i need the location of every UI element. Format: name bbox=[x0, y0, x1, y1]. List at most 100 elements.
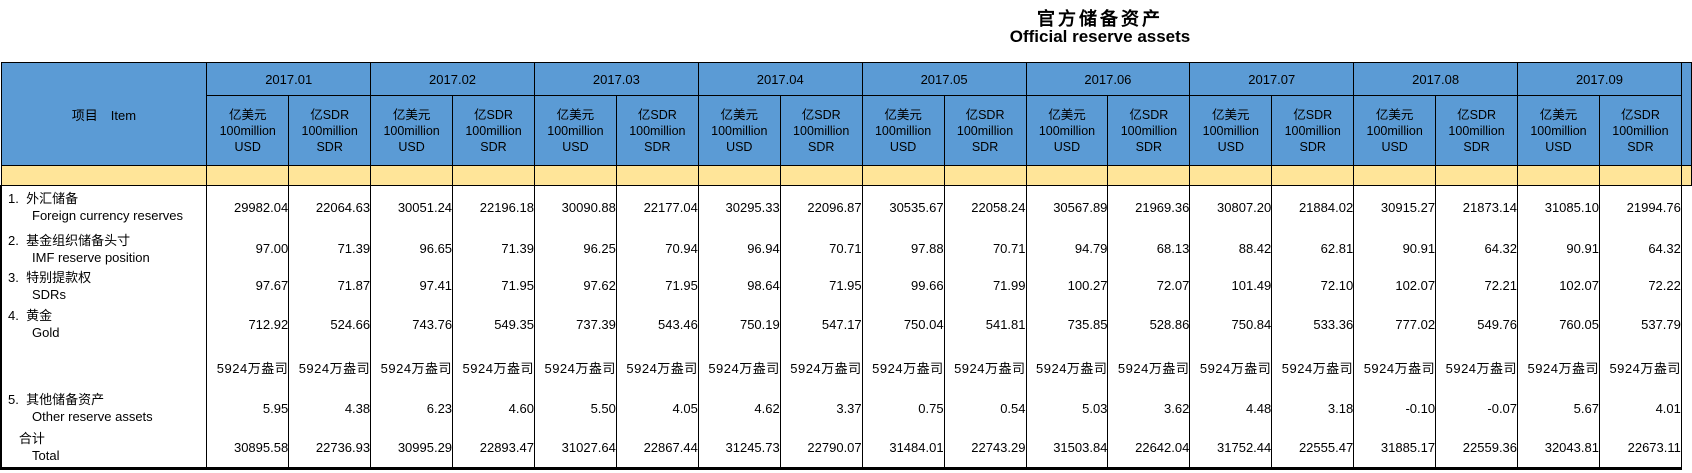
band-cell bbox=[861, 165, 945, 186]
value-sdr: 21994.76 bbox=[1598, 185, 1682, 229]
value-usd: 30535.67 bbox=[861, 185, 945, 229]
band-cell bbox=[615, 165, 699, 186]
value-usd: 743.76 bbox=[370, 302, 454, 346]
band-cell bbox=[1598, 165, 1682, 186]
value-sdr: 72.21 bbox=[1435, 268, 1519, 303]
band-cell bbox=[452, 165, 535, 186]
value-sdr: 22642.04 bbox=[1107, 427, 1191, 470]
value-usd: -0.10 bbox=[1353, 388, 1437, 428]
gold-ounces-cell: 5924万盎司 bbox=[1598, 345, 1682, 389]
value-sdr: 528.86 bbox=[1107, 302, 1191, 346]
value-sdr: 68.13 bbox=[1107, 228, 1191, 269]
value-usd: 5.95 bbox=[206, 388, 290, 428]
value-sdr: 543.46 bbox=[615, 302, 699, 346]
item-label: 4. 黄金 Gold bbox=[0, 302, 208, 346]
band-cell-sliver bbox=[1680, 165, 1692, 186]
value-sdr: 71.95 bbox=[452, 268, 535, 303]
gold-ounces-cell: 5924万盎司 bbox=[452, 345, 535, 389]
value-usd: 31752.44 bbox=[1189, 427, 1273, 470]
value-usd: 97.41 bbox=[370, 268, 454, 303]
gold-ounces-cell: 5924万盎司 bbox=[1517, 345, 1600, 389]
value-sdr: 549.76 bbox=[1435, 302, 1519, 346]
gold-ounces-cell: 5924万盎司 bbox=[206, 345, 290, 389]
band-cell bbox=[697, 165, 781, 186]
value-usd: 30090.88 bbox=[533, 185, 617, 229]
value-sdr: 21969.36 bbox=[1107, 185, 1191, 229]
value-usd: 30051.24 bbox=[370, 185, 454, 229]
value-usd: 4.62 bbox=[697, 388, 781, 428]
value-sdr: 4.60 bbox=[452, 388, 535, 428]
unit-header-sdr: 亿SDR 100million SDR bbox=[1435, 95, 1519, 166]
value-sdr: 71.87 bbox=[288, 268, 372, 303]
unit-header-sdr: 亿SDR 100million SDR bbox=[1271, 95, 1355, 166]
value-usd: 30995.29 bbox=[370, 427, 454, 470]
value-usd: 30295.33 bbox=[697, 185, 781, 229]
value-usd: 90.91 bbox=[1353, 228, 1437, 269]
unit-header-usd: 亿美元 100million USD bbox=[1517, 95, 1600, 166]
value-sdr: 541.81 bbox=[943, 302, 1027, 346]
value-sdr: 21884.02 bbox=[1271, 185, 1355, 229]
value-sdr: 62.81 bbox=[1271, 228, 1355, 269]
month-header: 2017.07 bbox=[1189, 62, 1355, 96]
value-sdr: 22064.63 bbox=[288, 185, 372, 229]
item-label: 2. 基金组织储备头寸 IMF reserve position bbox=[0, 228, 208, 269]
value-sdr: 22196.18 bbox=[452, 185, 535, 229]
value-usd: 101.49 bbox=[1189, 268, 1273, 303]
value-sdr: 71.95 bbox=[615, 268, 699, 303]
value-usd: 735.85 bbox=[1025, 302, 1109, 346]
band-cell bbox=[1189, 165, 1273, 186]
page-title-zh: 官方储备资产 bbox=[1037, 9, 1163, 30]
unit-header-usd: 亿美元 100million USD bbox=[206, 95, 290, 166]
value-usd: 750.19 bbox=[697, 302, 781, 346]
value-sdr: 71.39 bbox=[452, 228, 535, 269]
value-usd: 99.66 bbox=[861, 268, 945, 303]
value-usd: 100.27 bbox=[1025, 268, 1109, 303]
month-header: 2017.09 bbox=[1517, 62, 1682, 96]
total-label: 合计 Total bbox=[0, 427, 208, 470]
unit-header-usd: 亿美元 100million USD bbox=[861, 95, 945, 166]
value-sdr: 3.62 bbox=[1107, 388, 1191, 428]
value-usd: 30567.89 bbox=[1025, 185, 1109, 229]
value-sdr: 22743.29 bbox=[943, 427, 1027, 470]
gold-ounces-cell: 5924万盎司 bbox=[697, 345, 781, 389]
band-cell bbox=[1353, 165, 1437, 186]
value-usd: 31027.64 bbox=[533, 427, 617, 470]
value-usd: 30915.27 bbox=[1353, 185, 1437, 229]
unit-header-sdr: 亿SDR 100million SDR bbox=[452, 95, 535, 166]
gold-ounces-cell: 5924万盎司 bbox=[1025, 345, 1109, 389]
value-sdr: 3.37 bbox=[779, 388, 863, 428]
next-column-sliver-header bbox=[1680, 62, 1692, 166]
unit-header-usd: 亿美元 100million USD bbox=[533, 95, 617, 166]
band-cell bbox=[370, 165, 454, 186]
value-usd: 4.48 bbox=[1189, 388, 1273, 428]
value-usd: 94.79 bbox=[1025, 228, 1109, 269]
value-sdr: 22096.87 bbox=[779, 185, 863, 229]
value-usd: 5.50 bbox=[533, 388, 617, 428]
band-cell bbox=[1271, 165, 1355, 186]
month-header: 2017.03 bbox=[533, 62, 699, 96]
gold-ounces-cell: 5924万盎司 bbox=[615, 345, 699, 389]
value-sdr: 524.66 bbox=[288, 302, 372, 346]
value-usd: 97.88 bbox=[861, 228, 945, 269]
value-sdr: 4.01 bbox=[1598, 388, 1682, 428]
value-usd: 31503.84 bbox=[1025, 427, 1109, 470]
gold-ounces-cell: 5924万盎司 bbox=[1189, 345, 1273, 389]
value-usd: 98.64 bbox=[697, 268, 781, 303]
value-sdr: 72.22 bbox=[1598, 268, 1682, 303]
band-cell bbox=[1435, 165, 1519, 186]
value-sdr: 71.39 bbox=[288, 228, 372, 269]
value-sdr: 22867.44 bbox=[615, 427, 699, 470]
value-sdr: 72.07 bbox=[1107, 268, 1191, 303]
reserve-assets-table: 项目 Item 2017.01 2017.02 2017.03 2017.04 2017.… bbox=[0, 62, 1692, 470]
value-usd: 96.25 bbox=[533, 228, 617, 269]
item-label: 3. 特别提款权 SDRs bbox=[0, 268, 208, 303]
value-sdr: 21873.14 bbox=[1435, 185, 1519, 229]
gold-ounces-cell: 5924万盎司 bbox=[370, 345, 454, 389]
band-cell-item bbox=[0, 165, 208, 186]
gold-ounces-cell: 5924万盎司 bbox=[1353, 345, 1437, 389]
band-cell bbox=[943, 165, 1027, 186]
month-header: 2017.05 bbox=[861, 62, 1027, 96]
band-cell bbox=[1025, 165, 1109, 186]
band-cell bbox=[288, 165, 372, 186]
value-usd: 760.05 bbox=[1517, 302, 1600, 346]
